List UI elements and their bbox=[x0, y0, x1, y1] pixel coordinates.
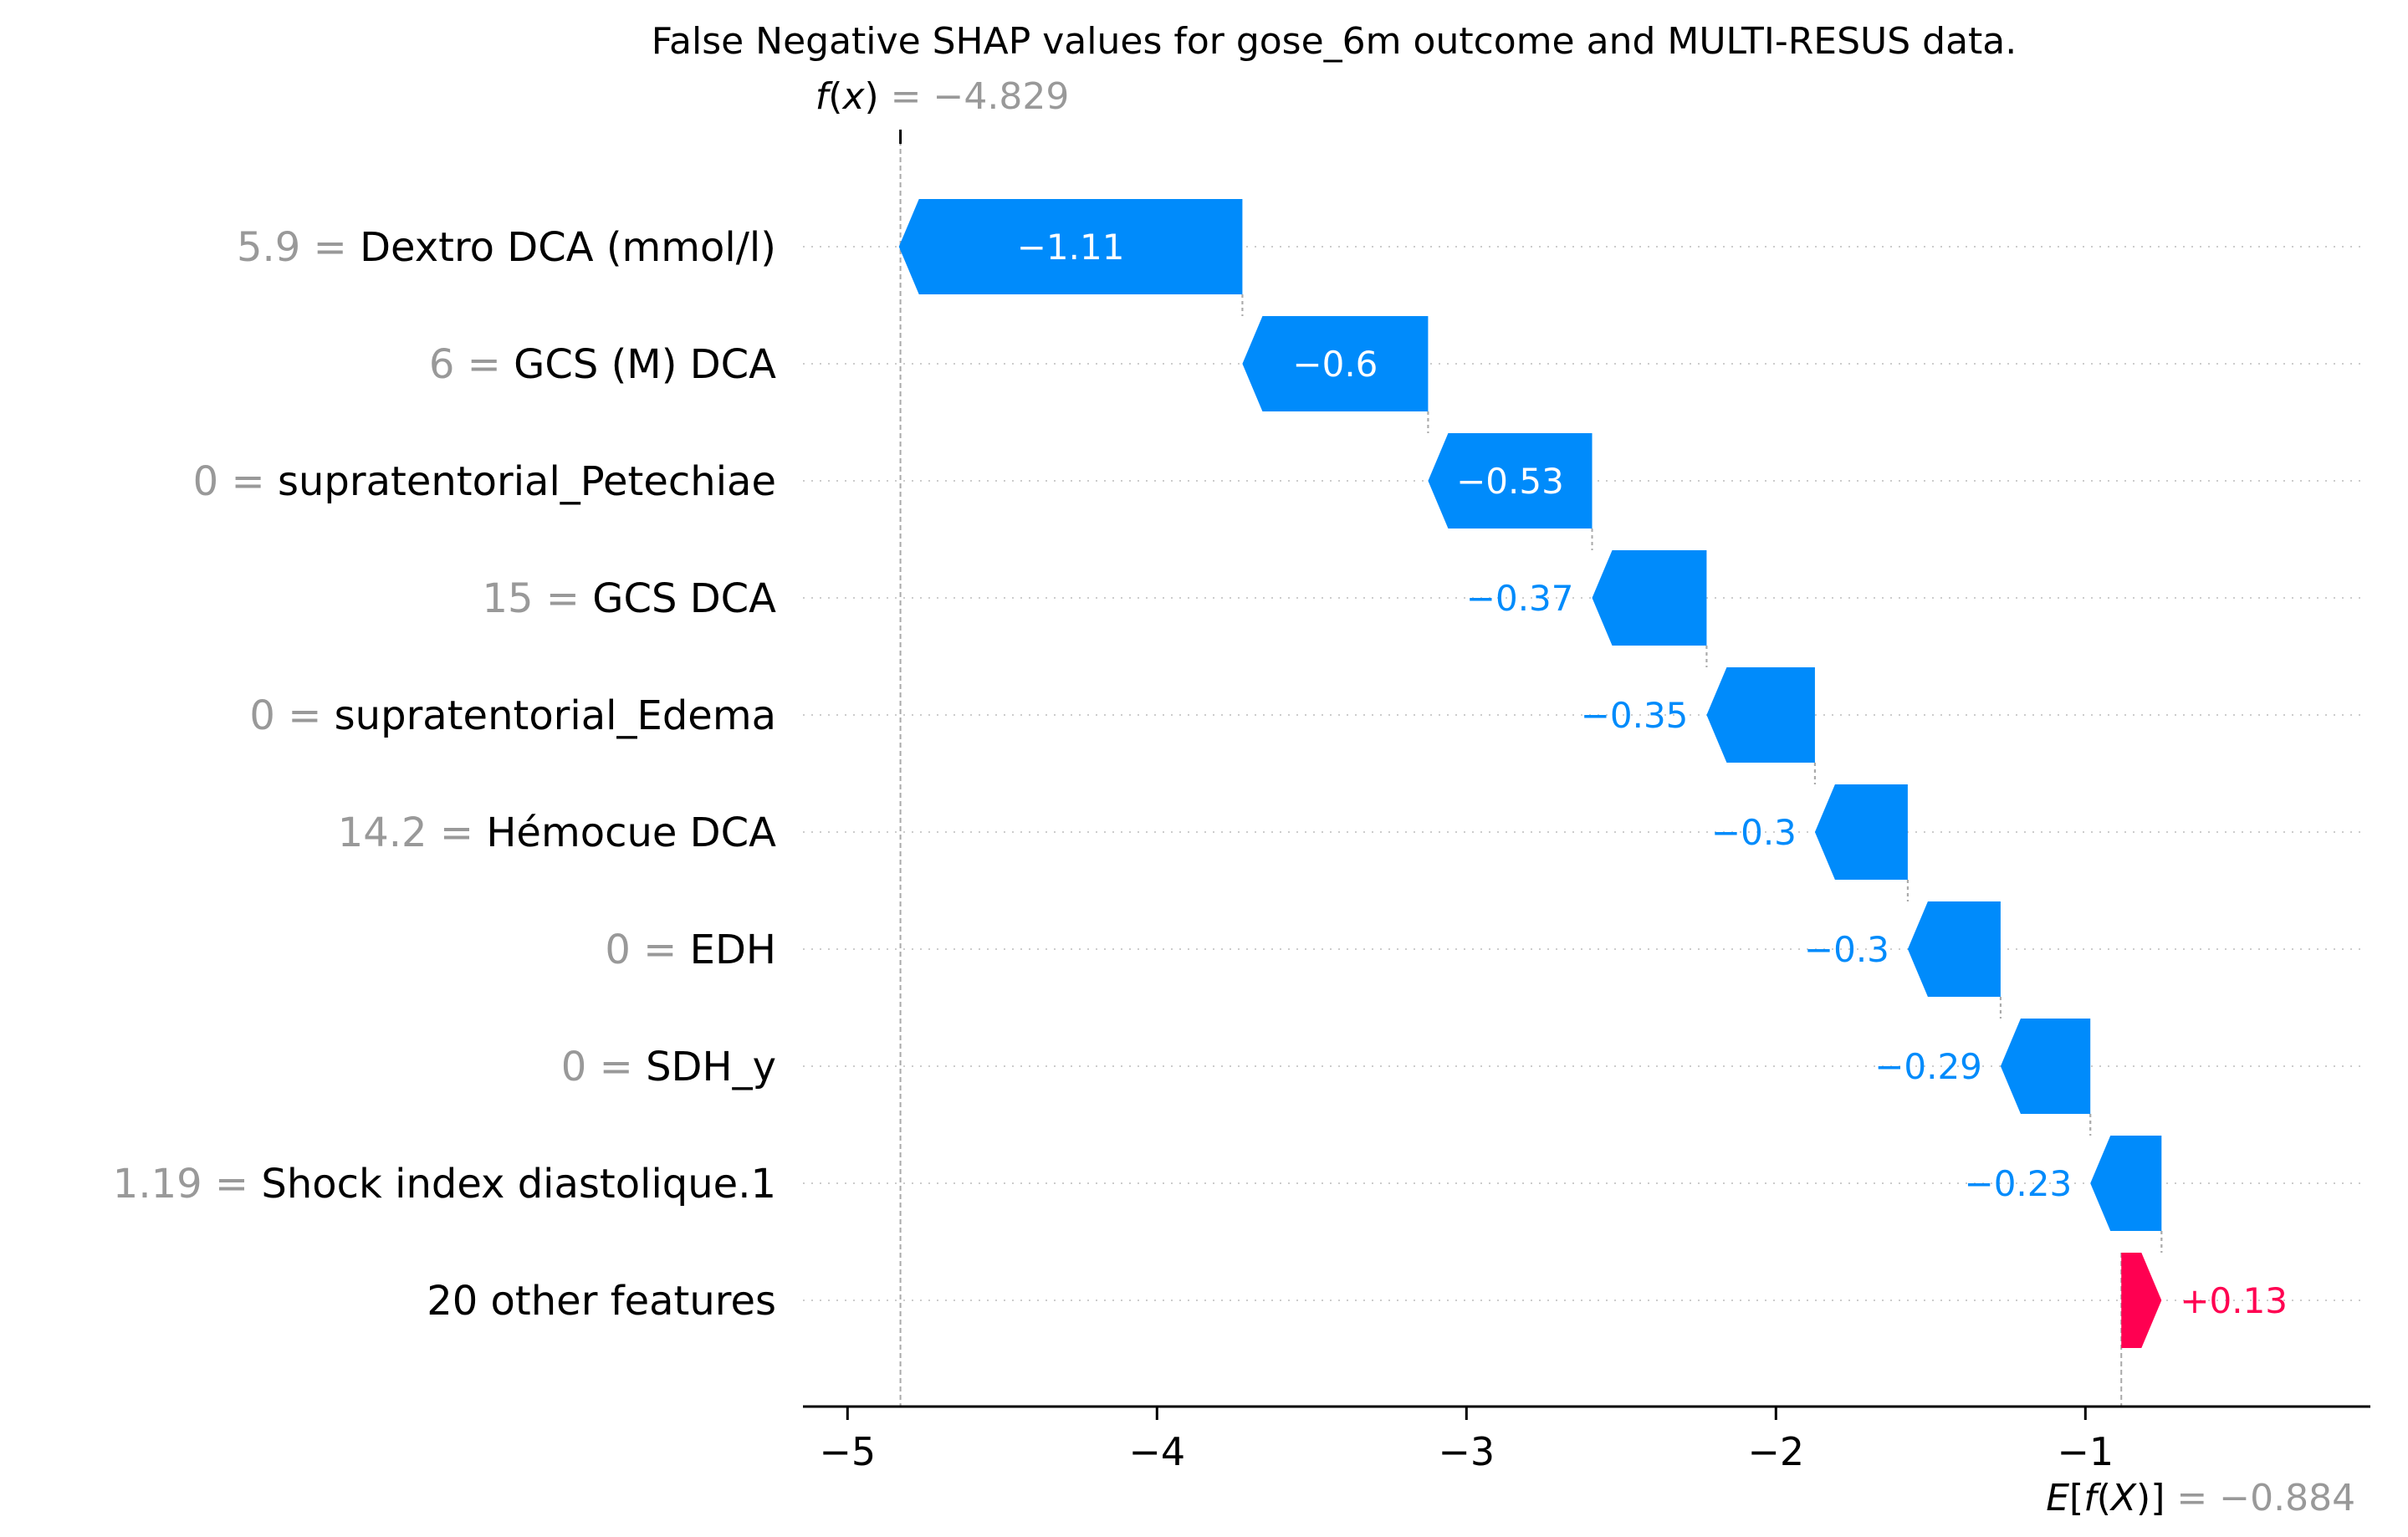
feature-label: 14.2 = Hémocue DCA bbox=[338, 809, 776, 856]
bar-value-label: −0.37 bbox=[1466, 578, 1574, 619]
efx-symbol-inner-close: ) bbox=[2136, 1477, 2150, 1519]
feature-name: SDH_y bbox=[646, 1044, 776, 1090]
bar-labels-layer: −1.11 −0.6 −0.53 −0.37 −0.35 −0.3 −0.3 −0.29 −0.… bbox=[1017, 227, 2288, 1321]
feature-value: 0 = bbox=[605, 927, 689, 973]
x-ticks: −5 −4 −3 −2 −1 bbox=[819, 1407, 2114, 1474]
feature-name: GCS (M) DCA bbox=[514, 341, 776, 388]
fx-value: = −4.829 bbox=[891, 75, 1070, 118]
feature-value: 0 = bbox=[561, 1044, 646, 1090]
bar-value-label: −0.35 bbox=[1581, 695, 1689, 736]
feature-name: GCS DCA bbox=[592, 575, 776, 622]
feature-label: 15 = GCS DCA bbox=[482, 575, 776, 622]
bar-value-label: −1.11 bbox=[1017, 227, 1125, 268]
feature-name: EDH bbox=[690, 927, 776, 973]
feature-name: supratentorial_Petechiae bbox=[278, 458, 776, 505]
efx-annotation: E[f(X)] = −0.884 bbox=[2046, 1477, 2355, 1519]
x-axis: −5 −4 −3 −2 −1 bbox=[803, 1405, 2370, 1474]
waterfall-bar bbox=[1814, 784, 1908, 880]
waterfall-bar bbox=[2090, 1136, 2162, 1231]
feature-name: Dextro DCA (mmol/l) bbox=[360, 224, 776, 271]
waterfall-bar bbox=[2000, 1019, 2091, 1114]
feature-label: 0 = EDH bbox=[605, 927, 776, 973]
bar-value-label: −0.29 bbox=[1874, 1046, 1982, 1087]
waterfall-bar bbox=[2121, 1253, 2162, 1348]
fx-symbol-open: ( bbox=[828, 75, 842, 118]
feature-name: Shock index diastolique.1 bbox=[261, 1161, 776, 1208]
waterfall-bar bbox=[1428, 433, 1593, 529]
waterfall-bar bbox=[898, 199, 1243, 294]
feature-label: 0 = supratentorial_Edema bbox=[249, 692, 776, 739]
feature-label: 5.9 = Dextro DCA (mmol/l) bbox=[237, 224, 776, 271]
feature-value: 5.9 = bbox=[237, 224, 360, 271]
feature-value: 15 = bbox=[482, 575, 592, 622]
x-tick-label: −3 bbox=[1438, 1429, 1495, 1474]
efx-symbol-e: E bbox=[2046, 1477, 2069, 1519]
efx-symbol-inner-open: ( bbox=[2097, 1477, 2111, 1519]
x-tick-label: −5 bbox=[819, 1429, 876, 1474]
feature-name: supratentorial_Edema bbox=[335, 692, 776, 739]
bar-value-label: −0.3 bbox=[1804, 929, 1889, 970]
waterfall-bar bbox=[1706, 667, 1815, 763]
efx-symbol-close: ] bbox=[2150, 1477, 2165, 1519]
bar-value-label: −0.53 bbox=[1456, 461, 1564, 502]
bar-value-label: +0.13 bbox=[2180, 1280, 2288, 1321]
x-tick-label: −2 bbox=[1747, 1429, 1804, 1474]
waterfall-bar bbox=[1907, 901, 2001, 997]
feature-value: 6 = bbox=[429, 341, 514, 388]
bars-layer bbox=[898, 199, 2162, 1348]
x-tick-label: −1 bbox=[2057, 1429, 2114, 1474]
feature-name: 20 other features bbox=[427, 1278, 776, 1325]
chart-title: False Negative SHAP values for gose_6m o… bbox=[652, 20, 2017, 63]
feature-value: 0 = bbox=[249, 692, 334, 739]
feature-value: 0 = bbox=[193, 458, 278, 505]
fx-label: f(x) = −4.829 bbox=[815, 75, 1070, 118]
feature-label: 1.19 = Shock index diastolique.1 bbox=[113, 1161, 776, 1208]
feature-value: 1.19 = bbox=[113, 1161, 262, 1208]
x-tick-label: −4 bbox=[1128, 1429, 1185, 1474]
efx-symbol-open: [ bbox=[2069, 1477, 2083, 1519]
feature-label: 0 = SDH_y bbox=[561, 1044, 776, 1090]
fx-annotation: f(x) = −4.829 bbox=[815, 75, 1070, 144]
feature-label: 20 other features bbox=[427, 1278, 776, 1325]
bar-value-label: −0.6 bbox=[1292, 344, 1378, 385]
efx-symbol-x: X bbox=[2109, 1477, 2137, 1519]
feature-name: Hémocue DCA bbox=[486, 809, 776, 856]
waterfall-bar bbox=[1242, 316, 1429, 411]
efx-label: E[f(X)] = −0.884 bbox=[2046, 1477, 2355, 1519]
efx-value: = −0.884 bbox=[2176, 1477, 2355, 1519]
fx-symbol-x: x bbox=[841, 75, 865, 118]
reference-lines bbox=[899, 140, 2163, 1407]
feature-value: 14.2 = bbox=[338, 809, 487, 856]
bar-value-label: −0.23 bbox=[1965, 1163, 2073, 1204]
feature-label: 6 = GCS (M) DCA bbox=[429, 341, 776, 388]
feature-label: 0 = supratentorial_Petechiae bbox=[193, 458, 776, 505]
waterfall-bar bbox=[1592, 550, 1707, 646]
bar-value-label: −0.3 bbox=[1711, 812, 1797, 853]
fx-symbol-close: ) bbox=[864, 75, 878, 118]
feature-labels-layer: 5.9 = Dextro DCA (mmol/l) 6 = GCS (M) DCA… bbox=[113, 224, 776, 1325]
